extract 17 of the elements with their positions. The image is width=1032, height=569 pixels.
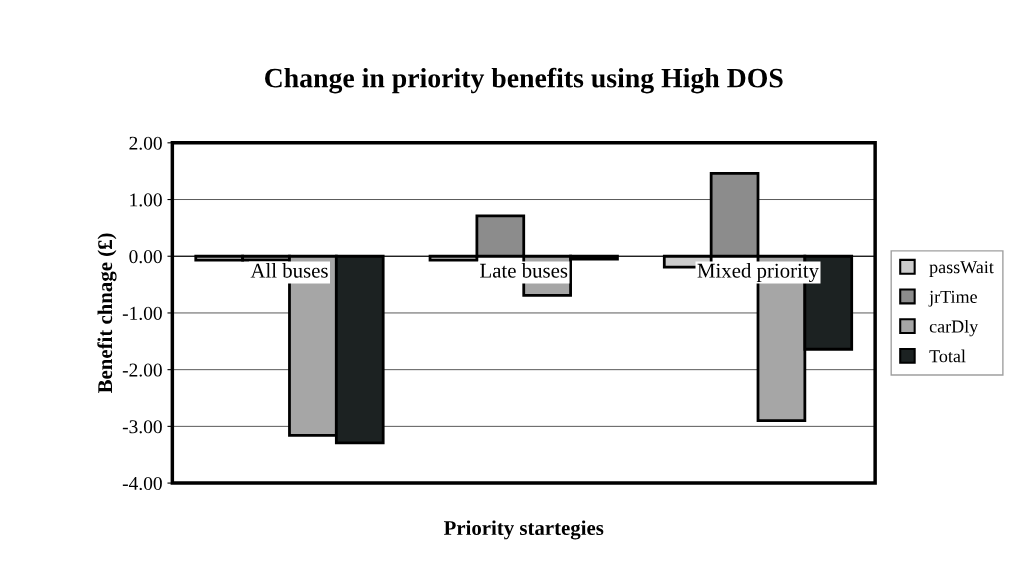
y-tick-label: -1.00 bbox=[122, 306, 162, 320]
y-axis-title: Benefit chnage (£) bbox=[97, 233, 117, 394]
y-tick-label: -2.00 bbox=[122, 363, 162, 377]
legend-label: Total bbox=[929, 349, 966, 363]
chart-title: Change in priority benefits using High DOS bbox=[265, 67, 783, 94]
legend-label: jrTime bbox=[928, 290, 977, 307]
y-tick-label: 2.00 bbox=[129, 136, 162, 150]
y-tick-label: 0.00 bbox=[129, 250, 162, 264]
y-tick-label: -4.00 bbox=[122, 476, 162, 491]
legend-label: carDly bbox=[929, 319, 979, 337]
x-axis-title: Priority startegies bbox=[443, 520, 604, 540]
legend-label: passWait bbox=[929, 261, 994, 277]
x-tick-label: All buses bbox=[250, 263, 328, 278]
y-tick-label: -3.00 bbox=[122, 420, 162, 434]
y-tick-label: 1.00 bbox=[130, 193, 162, 207]
x-tick-label: Mixed priority bbox=[697, 263, 819, 282]
x-tick-label: Late buses bbox=[480, 263, 568, 278]
